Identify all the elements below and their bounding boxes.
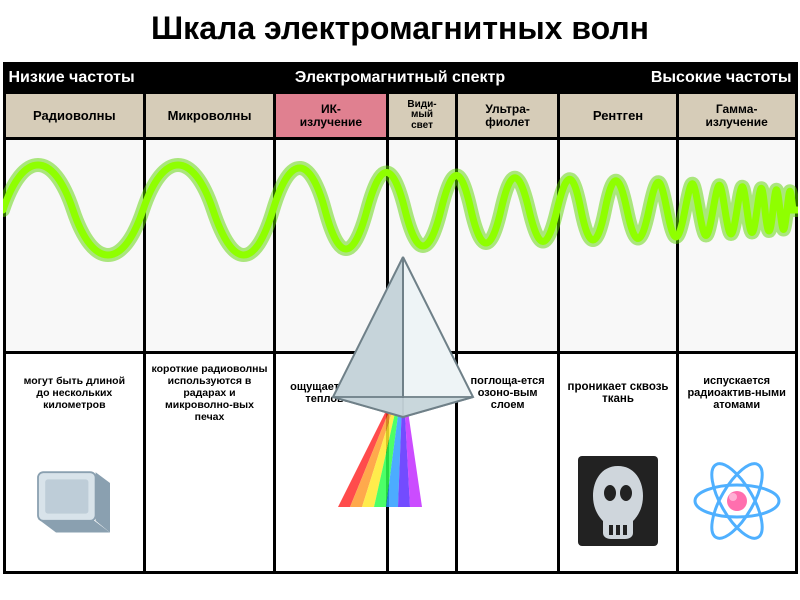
band-description: ощущается как тепловое xyxy=(276,351,386,431)
wave-background xyxy=(276,140,386,351)
header-spectrum: Электромагнитный спектр xyxy=(204,69,596,87)
tv-icon xyxy=(29,456,119,546)
band-description: испускается радиоактив-ными атомами xyxy=(679,351,795,431)
columns: Радиоволны могут быть длиной до нескольки… xyxy=(3,94,798,574)
spectrum-column: Ультра- фиолет поглоща-ется озоно-вым сло… xyxy=(458,94,560,571)
spectrum-column: Гамма- излучение испускается радиоактив-н… xyxy=(679,94,798,571)
band-description: проникает сквозь ткань xyxy=(560,351,676,431)
band-description: могут быть длиной до нескольких километр… xyxy=(6,351,144,431)
atom-icon xyxy=(687,451,787,551)
spectrum-column: Микроволны короткие радиоволны используют… xyxy=(146,94,276,571)
header-low-freq: Низкие частоты xyxy=(9,69,205,87)
icon-zone xyxy=(6,431,144,571)
wave-background xyxy=(560,140,676,351)
band-label: Гамма- излучение xyxy=(679,94,795,140)
page-title: Шкала электромагнитных волн xyxy=(0,0,800,62)
band-description: короткие радиоволны используются в радар… xyxy=(146,351,273,431)
spectrum-column: Рентген проникает сквозь ткань xyxy=(560,94,679,571)
xray-icon xyxy=(573,451,663,551)
band-description xyxy=(389,351,455,431)
spectrum-column: Радиоволны могут быть длиной до нескольки… xyxy=(6,94,147,571)
band-label: Микроволны xyxy=(146,94,273,140)
header-row: Низкие частоты Электромагнитный спектр В… xyxy=(3,62,798,94)
spectrum-diagram: Низкие частоты Электромагнитный спектр В… xyxy=(3,62,798,574)
band-label: Радиоволны xyxy=(6,94,144,140)
icon-zone xyxy=(276,431,386,571)
band-description: поглоща-ется озоно-вым слоем xyxy=(458,351,557,431)
wave-background xyxy=(146,140,273,351)
wave-background xyxy=(6,140,144,351)
band-label: Види- мый свет xyxy=(389,94,455,140)
wave-background xyxy=(679,140,795,351)
spectrum-column: Види- мый свет xyxy=(389,94,458,571)
wave-background xyxy=(389,140,455,351)
spectrum-column: ИК- излучение ощущается как тепловое xyxy=(276,94,389,571)
band-label: Рентген xyxy=(560,94,676,140)
icon-zone xyxy=(389,431,455,571)
wave-background xyxy=(458,140,557,351)
icon-zone xyxy=(146,431,273,571)
band-label: Ультра- фиолет xyxy=(458,94,557,140)
header-high-freq: Высокие частоты xyxy=(596,69,792,87)
icon-zone xyxy=(458,431,557,571)
icon-zone xyxy=(679,431,795,571)
band-label: ИК- излучение xyxy=(276,94,386,140)
icon-zone xyxy=(560,431,676,571)
